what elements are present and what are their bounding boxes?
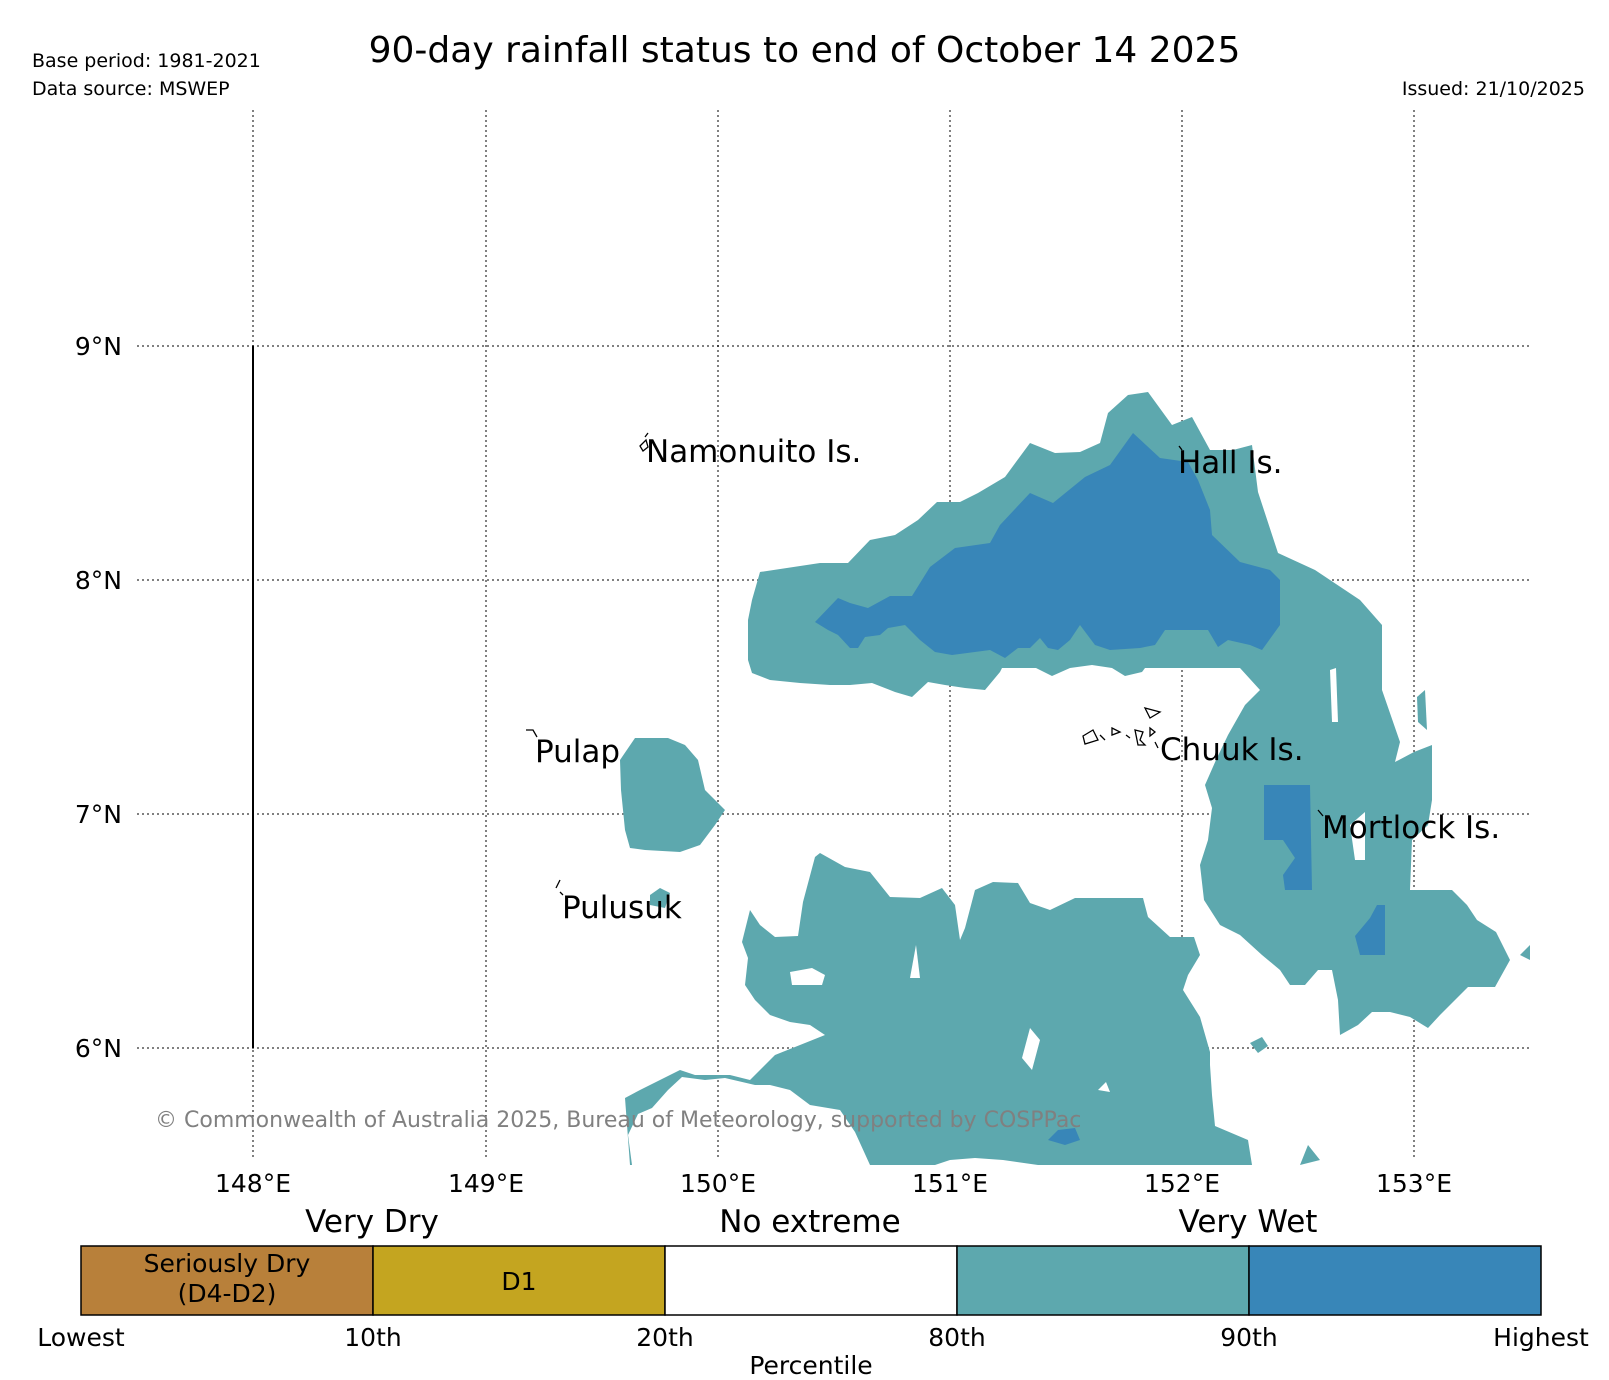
hole-east-channel — [1330, 668, 1338, 722]
legend-group-headers: Very Dry No extreme Very Wet — [305, 1204, 1317, 1240]
legend-tick-10th: 10th — [344, 1323, 401, 1352]
small-wet-patch-pulusuk — [650, 888, 670, 908]
legend-label-seriously-dry-line2: (D4-D2) — [178, 1279, 277, 1308]
legend-tick-20th: 20th — [636, 1323, 693, 1352]
lat-label-7n: 7°N — [75, 800, 122, 829]
hole-south-2 — [910, 945, 920, 978]
lon-label-151e: 151°E — [912, 1169, 988, 1198]
place-label-pulusuk: Pulusuk — [562, 890, 682, 926]
lat-label-8n: 8°N — [75, 566, 122, 595]
lon-label-152e: 152°E — [1144, 1169, 1220, 1198]
place-label-mortlock: Mortlock Is. — [1322, 810, 1500, 846]
hall-island-outline — [1178, 445, 1183, 451]
issued-date: Issued: 21/10/2025 — [1401, 78, 1585, 100]
legend-tick-80th: 80th — [928, 1323, 985, 1352]
map-title: 90-day rainfall status to end of October… — [368, 30, 1241, 71]
legend-group-no-extreme: No extreme — [719, 1204, 900, 1240]
longitude-labels: 148°E 149°E 150°E 151°E 152°E 153°E — [215, 1169, 1452, 1198]
island-outlines — [526, 432, 1324, 896]
small-wet-patch-edge — [1520, 945, 1530, 960]
small-wet-patch-south — [1250, 1037, 1268, 1053]
lat-label-6n: 6°N — [75, 1034, 122, 1063]
northern-wet-region — [748, 392, 1510, 1035]
namonuito-island-outline — [639, 432, 649, 452]
legend-tick-lowest: Lowest — [37, 1323, 125, 1352]
northern-very-wet-region — [815, 433, 1280, 658]
legend-box-labels: Seriously Dry (D4-D2) D1 — [144, 1249, 537, 1308]
southern-wet-region — [625, 853, 1252, 1165]
place-label-hall: Hall Is. — [1178, 445, 1283, 481]
legend-label-d1: D1 — [501, 1267, 536, 1296]
lon-label-150e: 150°E — [680, 1169, 756, 1198]
small-wet-patch-se — [1300, 1145, 1320, 1165]
mortlock-island-outline — [1317, 809, 1324, 817]
base-period-note: Base period: 1981-2021 — [32, 50, 261, 72]
place-label-namonuito: Namonuito Is. — [646, 434, 861, 470]
mortlock-very-wet-region — [1264, 785, 1312, 890]
legend-group-very-wet: Very Wet — [1179, 1204, 1318, 1240]
legend-colorbar — [80, 1245, 1542, 1316]
wet-90-plus-regions — [815, 433, 1385, 1145]
hole-south-1 — [790, 968, 825, 985]
place-label-pulap: Pulap — [535, 734, 620, 770]
wet-80-90-regions — [620, 392, 1530, 1165]
legend-tick-labels: Lowest 10th 20th 80th 90th Highest Perce… — [37, 1323, 1589, 1380]
hole-south-4 — [1098, 1082, 1110, 1092]
legend-axis-label: Percentile — [749, 1351, 872, 1380]
pulap-wet-region — [620, 738, 725, 852]
small-wet-patch-east — [1417, 690, 1427, 730]
legend-group-very-dry: Very Dry — [305, 1204, 439, 1240]
lat-label-9n: 9°N — [75, 332, 122, 361]
small-very-wet-patch-1 — [1355, 905, 1385, 955]
hole-mortlock — [1350, 812, 1365, 860]
pulusuk-island-outline — [555, 879, 564, 896]
legend-tick-90th: 90th — [1220, 1323, 1277, 1352]
copyright-notice: © Commonwealth of Australia 2025, Bureau… — [155, 1108, 1082, 1133]
latitude-labels: 9°N 8°N 7°N 6°N — [75, 332, 122, 1063]
lon-label-148e: 148°E — [215, 1169, 291, 1198]
region-holes — [790, 668, 1365, 1092]
pulap-island-outline — [526, 729, 538, 738]
legend-box-90-plus — [1248, 1245, 1542, 1316]
legend-label-seriously-dry-line1: Seriously Dry — [144, 1249, 311, 1278]
chuuk-island-outlines — [1082, 707, 1162, 749]
legend-tick-highest: Highest — [1493, 1323, 1589, 1352]
lon-label-149e: 149°E — [448, 1169, 524, 1198]
hole-south-3 — [1022, 1028, 1040, 1070]
legend-box-no-extreme — [664, 1245, 958, 1316]
lon-label-153e: 153°E — [1376, 1169, 1452, 1198]
data-source-note: Data source: MSWEP — [32, 78, 230, 100]
small-very-wet-patch-2 — [1048, 1128, 1080, 1145]
legend-box-80-90 — [956, 1245, 1250, 1316]
legend-box-d1 — [372, 1245, 666, 1316]
place-labels: Namonuito Is. Hall Is. Pulap Chuuk Is. M… — [535, 434, 1500, 926]
place-label-chuuk: Chuuk Is. — [1160, 732, 1304, 768]
legend-box-seriously-dry — [80, 1245, 374, 1316]
